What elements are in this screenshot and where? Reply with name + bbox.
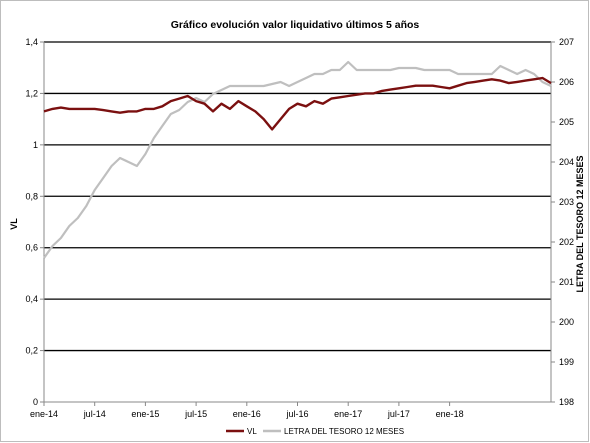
y-right-tick-label: 200 — [559, 317, 574, 327]
y-left-tick-label: 1,2 — [25, 88, 38, 98]
series-line-vl — [43, 76, 552, 131]
x-tick-label: jul-14 — [83, 409, 106, 419]
legend-label-vl: VL — [247, 427, 257, 436]
x-tick-label: ene-15 — [131, 409, 159, 419]
y-right-tick-label: 202 — [559, 237, 574, 247]
x-tick-label: ene-16 — [233, 409, 261, 419]
y-right-tick-label: 207 — [559, 37, 574, 47]
y-left-tick-label: 0,2 — [25, 346, 38, 356]
y-right-tick-label: 203 — [559, 197, 574, 207]
y-right-tick-label: 198 — [559, 397, 574, 407]
y-right-tick-label: 205 — [559, 117, 574, 127]
y-left-tick-label: 0,6 — [25, 243, 38, 253]
y-right-tick-label: 204 — [559, 157, 574, 167]
gridlines — [44, 41, 551, 352]
y-left-tick-label: 1,4 — [25, 37, 38, 47]
axes: 0 0,2 0,4 0,6 0,8 1 1,2 1,4 198 199 200 201 202 203 20… — [25, 37, 574, 419]
x-tick-label: jul-17 — [387, 409, 410, 419]
y-right-tick-label: 206 — [559, 77, 574, 87]
series-line-letra — [43, 60, 552, 259]
y-left-tick-label: 0,8 — [25, 191, 38, 201]
y-left-tick-label: 0,4 — [25, 294, 38, 304]
chart-title: Gráfico evolución valor liquidativo últi… — [171, 19, 420, 31]
y-right-tick-label: 199 — [559, 357, 574, 367]
y-left-tick-label: 0 — [33, 397, 38, 407]
y-left-tick-label: 1 — [33, 140, 38, 150]
y-right-tick-label: 201 — [559, 277, 574, 287]
x-tick-label: ene-17 — [334, 409, 362, 419]
x-tick-label: jul-15 — [184, 409, 207, 419]
x-tick-label: ene-14 — [30, 409, 58, 419]
legend-label-letra: LETRA DEL TESORO 12 MESES — [284, 427, 404, 436]
x-tick-label: ene-18 — [436, 409, 464, 419]
x-tick-label: jul-16 — [285, 409, 308, 419]
y-axis-right-label: LETRA DEL TESORO 12 MESES — [575, 155, 585, 292]
y-axis-left-label: VL — [9, 218, 19, 230]
legend: VL LETRA DEL TESORO 12 MESES — [226, 427, 404, 436]
series-lines — [43, 60, 552, 259]
